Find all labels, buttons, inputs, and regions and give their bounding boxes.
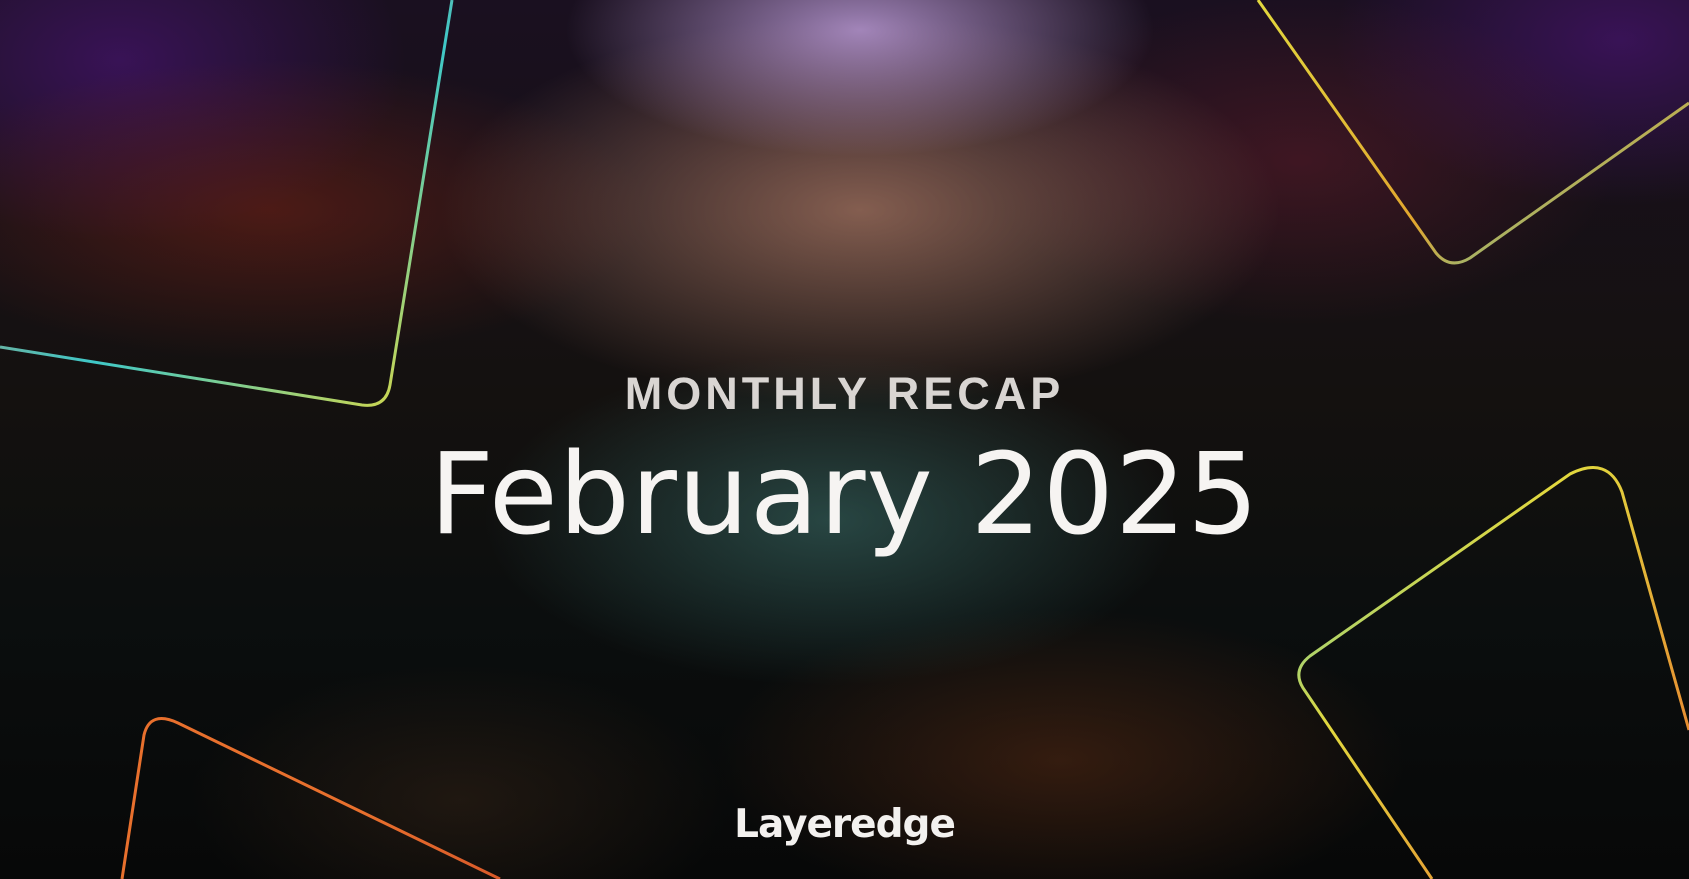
- frame-top-left: [0, 0, 454, 407]
- eyebrow-heading: MONTHLY RECAP: [624, 368, 1065, 419]
- brand-logo: Layeredge: [734, 802, 956, 847]
- frame-top-right: [1256, 0, 1689, 265]
- page-title: February 2025: [429, 430, 1260, 560]
- frame-bottom-left: [120, 717, 501, 879]
- frame-bottom-right: [1297, 466, 1689, 879]
